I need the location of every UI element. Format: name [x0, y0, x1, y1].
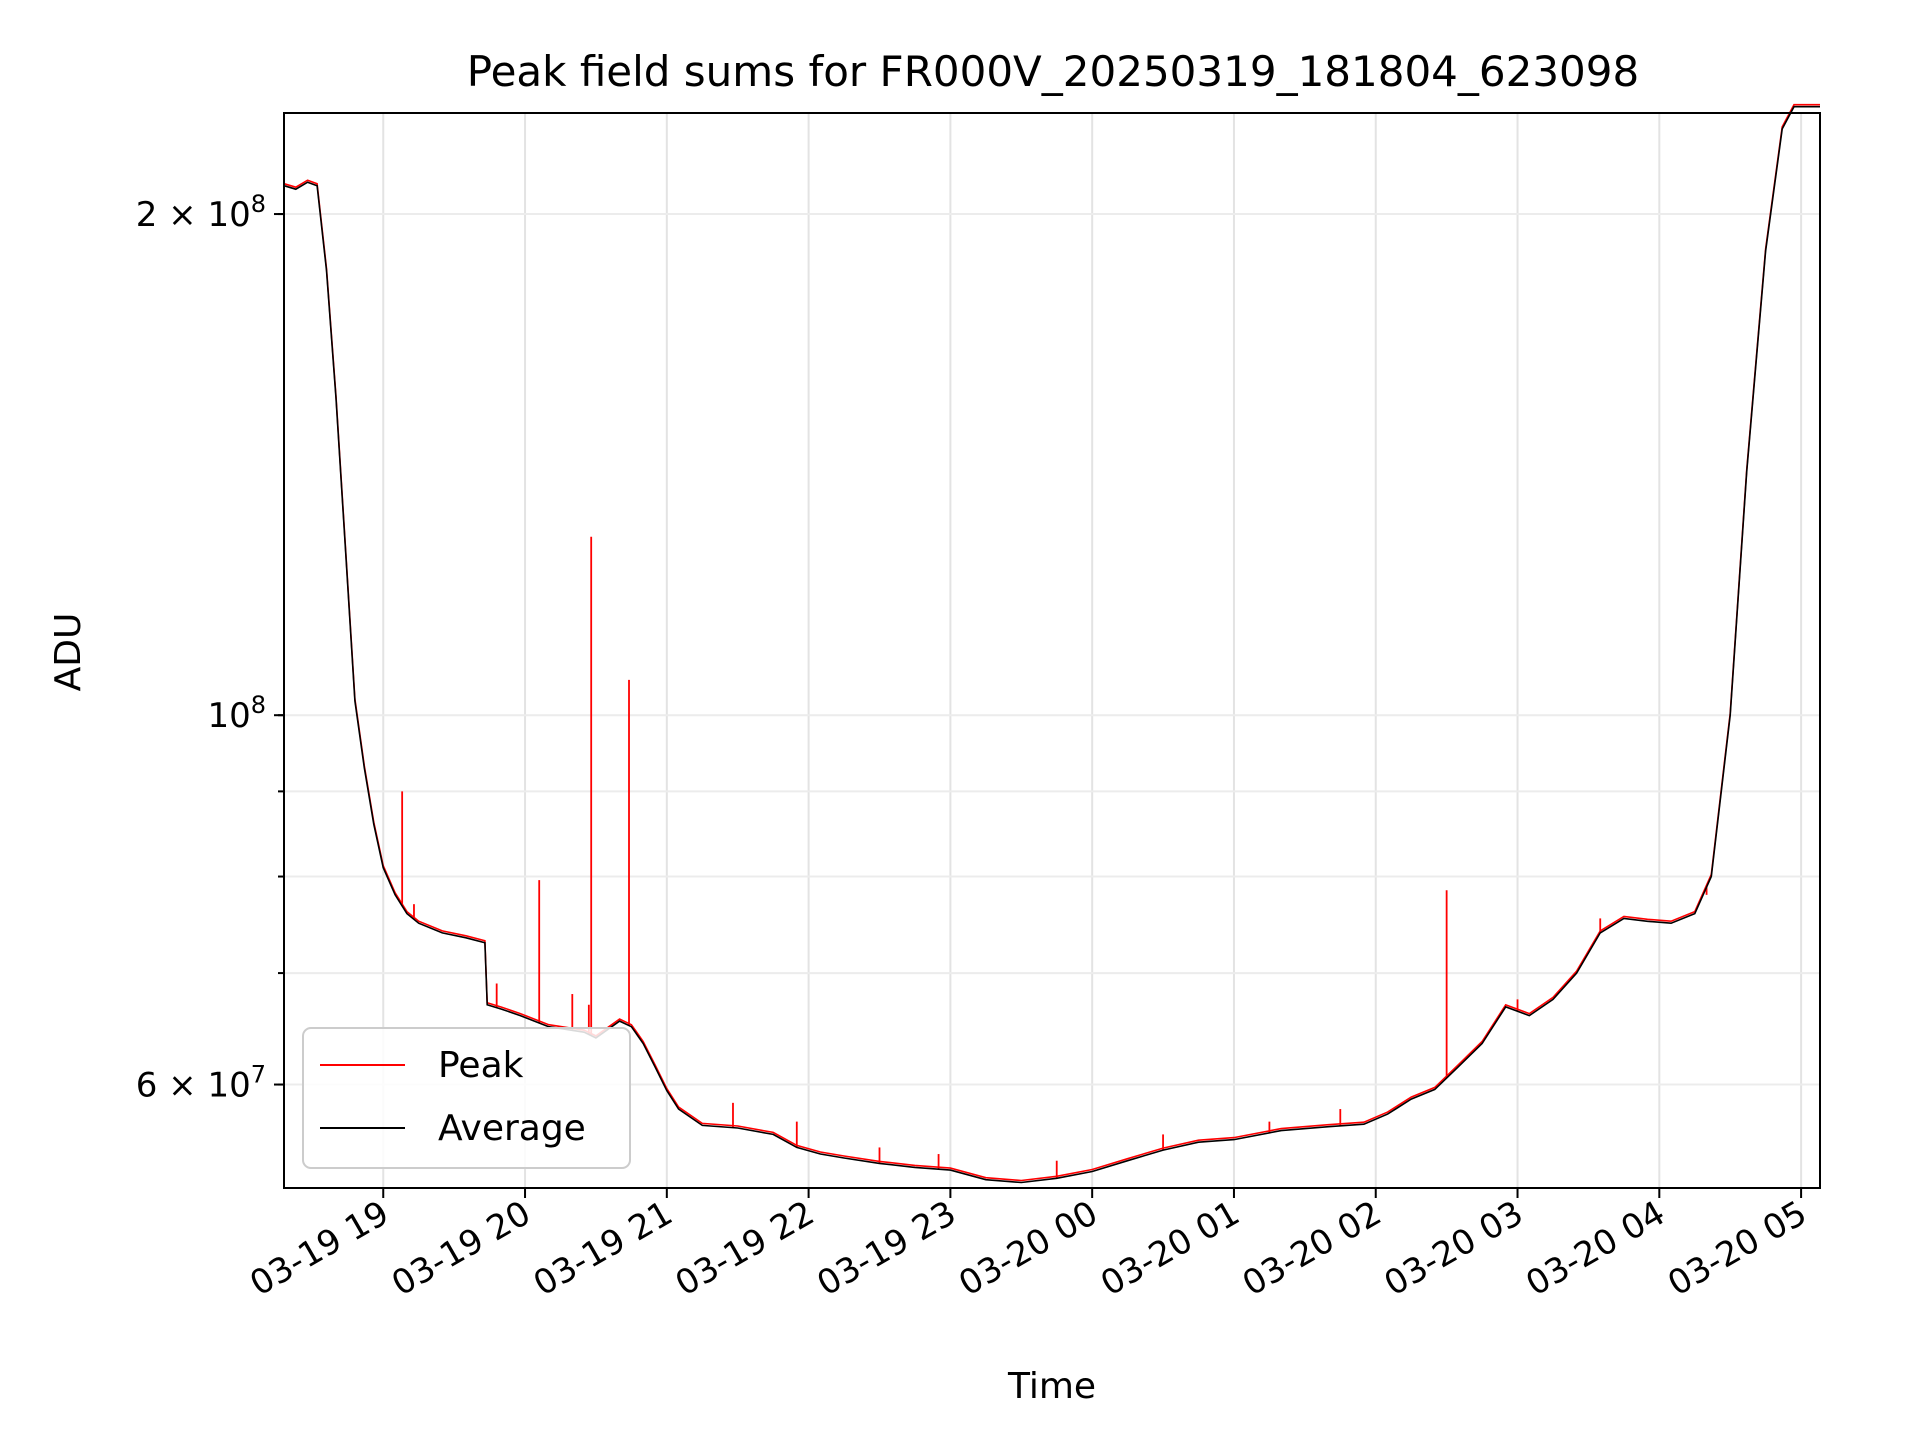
x-tick-label: 03-19 23	[810, 1193, 962, 1304]
x-tick-label: 03-19 21	[527, 1193, 679, 1304]
x-tick-label: 03-20 02	[1236, 1193, 1388, 1304]
y-tick-label: 2 × 108	[136, 190, 266, 235]
legend: Peak Average	[302, 1027, 631, 1169]
average-line	[283, 105, 1820, 1184]
peak-line	[283, 103, 1820, 1182]
legend-average-label: Average	[438, 1108, 586, 1149]
legend-peak-label: Peak	[438, 1045, 524, 1086]
y-tick-label: 6 × 107	[136, 1061, 266, 1106]
x-tick-label: 03-19 19	[243, 1193, 395, 1304]
x-tick-label: 03-20 04	[1519, 1193, 1671, 1304]
peak-series	[283, 103, 1820, 1182]
x-tick-label: 03-20 01	[1094, 1193, 1246, 1304]
plot-frame	[283, 112, 1821, 1189]
grid-lines	[284, 113, 1820, 1188]
x-tick-label: 03-19 20	[385, 1193, 537, 1304]
legend-box	[302, 1027, 631, 1169]
x-tick-label: 03-20 03	[1378, 1193, 1530, 1304]
x-tick-label: 03-19 22	[669, 1193, 821, 1304]
y-axis-label: ADU	[48, 613, 89, 692]
y-axis: 2 × 108 108 6 × 107	[136, 190, 284, 1106]
x-tick-label: 03-20 00	[952, 1193, 1104, 1304]
y-tick-label: 108	[207, 691, 266, 736]
average-series	[283, 105, 1820, 1184]
x-axis-label: Time	[1007, 1366, 1096, 1407]
x-tick-label: 03-20 05	[1661, 1193, 1813, 1304]
chart-title: Peak field sums for FR000V_20250319_1818…	[467, 47, 1639, 96]
